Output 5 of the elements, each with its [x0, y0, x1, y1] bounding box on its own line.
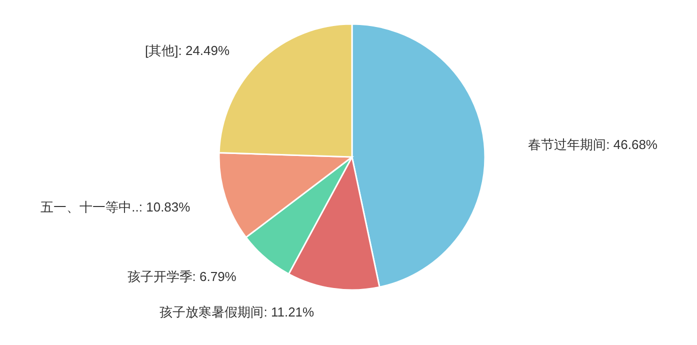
slice-label: 春节过年期间: 46.68% [528, 137, 658, 152]
slice-label: 孩子放寒暑假期间: 11.21% [160, 304, 315, 320]
slice-label: 孩子开学季: 6.79% [127, 269, 237, 284]
slice-label: [其他]: 24.49% [145, 43, 230, 58]
slice-label: 五一、十一等中..: 10.83% [40, 199, 191, 214]
